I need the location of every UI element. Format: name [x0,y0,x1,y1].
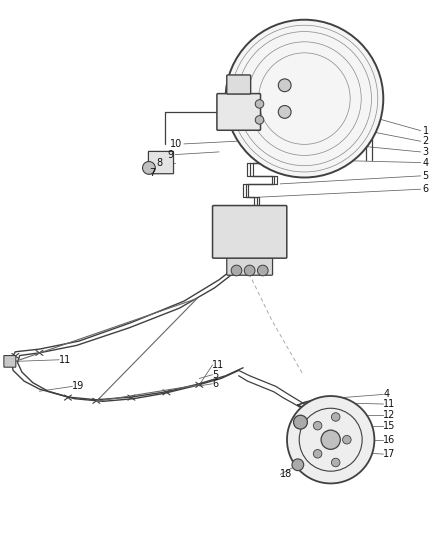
Text: 7: 7 [149,168,155,178]
FancyBboxPatch shape [227,256,272,275]
Text: 17: 17 [383,449,396,459]
Circle shape [293,415,307,429]
Circle shape [321,430,340,449]
Text: 2: 2 [423,136,429,146]
Circle shape [255,100,264,108]
Text: 12: 12 [383,410,396,419]
FancyBboxPatch shape [217,94,261,130]
FancyBboxPatch shape [148,151,173,174]
Text: 16: 16 [383,435,396,445]
Circle shape [226,20,383,177]
Text: 15: 15 [383,422,396,431]
Text: 10: 10 [170,139,182,149]
Text: 4: 4 [383,390,389,399]
Text: 19: 19 [72,382,85,391]
Circle shape [255,116,264,124]
FancyBboxPatch shape [212,206,287,258]
Text: 3: 3 [423,147,429,157]
Text: 11: 11 [212,360,225,370]
FancyBboxPatch shape [227,75,251,94]
Text: 5: 5 [423,171,429,181]
Text: 18: 18 [280,470,293,479]
Circle shape [332,413,340,421]
Circle shape [142,161,155,174]
Text: 9: 9 [167,150,173,159]
Text: 1: 1 [423,126,429,135]
Circle shape [313,449,322,458]
Circle shape [287,396,374,483]
Circle shape [332,458,340,467]
Circle shape [313,422,322,430]
FancyBboxPatch shape [4,356,16,367]
Text: 11: 11 [383,399,396,409]
Circle shape [292,459,304,471]
Text: 8: 8 [156,158,162,167]
Text: 5: 5 [212,370,219,379]
Circle shape [258,265,268,276]
Circle shape [244,265,255,276]
Circle shape [343,435,351,444]
Circle shape [278,106,291,118]
Text: 6: 6 [423,184,429,194]
Text: 6: 6 [212,379,219,389]
Text: 4: 4 [423,158,429,167]
Text: 11: 11 [59,355,71,365]
Circle shape [278,79,291,92]
Circle shape [231,265,242,276]
